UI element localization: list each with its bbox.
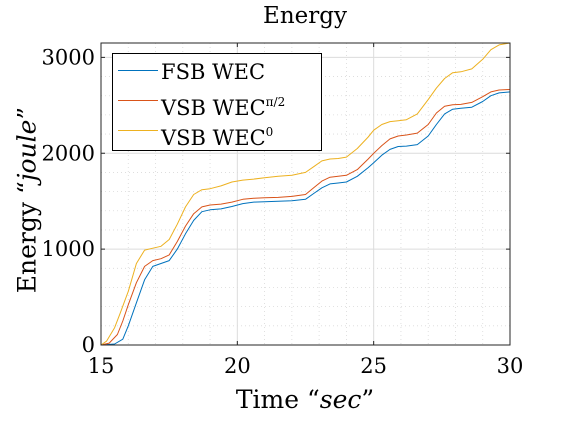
series-line-3 [100,42,511,346]
y-tick-label: 0 [82,333,95,357]
y-tick-label: 3000 [42,45,95,69]
legend-swatch [118,130,158,131]
x-tick-label: 20 [224,354,251,378]
x-axis-label: Time “sec” [235,385,375,414]
x-tick-label: 15 [88,354,115,378]
legend-item: VSB WEC0 [113,117,321,150]
legend: FSB WEC VSB WECπ/2 VSB WEC0 [112,53,322,151]
legend-label-superscript: 0 [265,125,274,139]
y-axis-label: Energy “joule” [12,106,42,294]
legend-item: FSB WEC [113,57,321,87]
legend-label-superscript: π/2 [265,95,286,109]
legend-label: VSB WECπ/2 [161,87,285,123]
x-tick-label: 25 [360,354,387,378]
x-tick-label: 30 [497,354,524,378]
legend-item: VSB WECπ/2 [113,87,321,120]
series-line-2 [100,89,511,346]
axis-ticks: 15 20 25 30 0 1000 2000 3000 [42,43,524,378]
legend-label: FSB WEC [161,57,265,87]
legend-label: VSB WEC0 [161,117,273,153]
axes-box [100,42,511,346]
legend-label-text: VSB WEC [161,126,266,150]
legend-label-text: FSB WEC [161,60,266,84]
series-layer [100,42,511,346]
legend-swatch [118,70,158,71]
y-tick-label: 1000 [42,237,95,261]
y-tick-label: 2000 [42,141,95,165]
legend-label-text: VSB WEC [161,96,266,120]
chart-title: Energy [263,3,347,29]
legend-swatch [118,100,158,101]
series-line-1 [100,91,511,346]
